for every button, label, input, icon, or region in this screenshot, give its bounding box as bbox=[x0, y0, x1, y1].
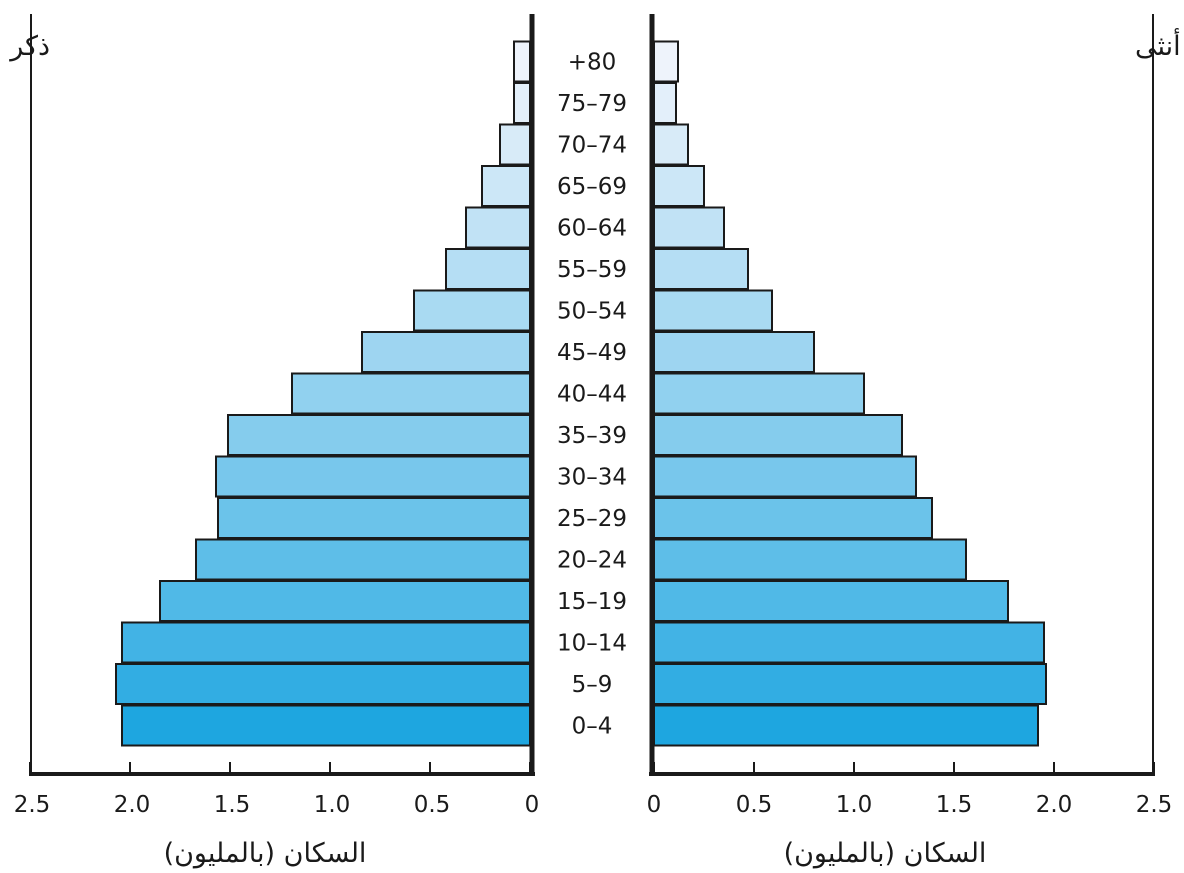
male-bar bbox=[195, 538, 531, 581]
age-group-label: 45–49 bbox=[557, 340, 627, 366]
right-axis-ticks: 0 0.5 1.0 1.5 2.0 2.5 bbox=[647, 762, 1173, 818]
male-bar bbox=[481, 165, 531, 207]
right-tick-label: 0.5 bbox=[736, 792, 773, 818]
male-bar bbox=[115, 663, 531, 705]
age-group-label: +80 bbox=[568, 50, 617, 76]
male-bar bbox=[217, 497, 531, 539]
right-panel-frame bbox=[649, 14, 1155, 776]
right-tick-label: 1.5 bbox=[936, 792, 973, 818]
female-bar bbox=[653, 123, 689, 166]
male-series-label: ذكر bbox=[8, 31, 50, 62]
female-bar bbox=[653, 165, 705, 207]
female-bar bbox=[653, 497, 933, 539]
female-bar bbox=[653, 621, 1045, 664]
male-bar bbox=[159, 580, 531, 622]
age-group-label: 0–4 bbox=[572, 714, 613, 740]
female-bar bbox=[653, 455, 917, 498]
left-tick-label: 0.5 bbox=[414, 792, 451, 818]
left-panel-frame bbox=[29, 14, 535, 776]
male-bar bbox=[227, 414, 531, 456]
age-group-label: 60–64 bbox=[557, 216, 627, 242]
male-bar bbox=[413, 289, 531, 332]
male-bar bbox=[513, 82, 531, 124]
right-tick-label: 2.5 bbox=[1136, 792, 1173, 818]
age-group-label: 10–14 bbox=[557, 631, 627, 657]
age-group-label: 75–79 bbox=[557, 91, 627, 117]
left-tick-label: 1.0 bbox=[314, 792, 351, 818]
female-bars bbox=[653, 40, 1047, 747]
male-bars bbox=[115, 40, 531, 747]
female-bar bbox=[653, 663, 1047, 705]
left-tick-label: 2.0 bbox=[114, 792, 151, 818]
age-group-label: 30–34 bbox=[557, 465, 627, 491]
female-bar bbox=[653, 372, 865, 415]
right-tick-label: 1.0 bbox=[836, 792, 873, 818]
right-axis-title: السكان (بالمليون) bbox=[784, 838, 987, 869]
age-group-label: 15–19 bbox=[557, 589, 627, 615]
female-bar bbox=[653, 580, 1009, 622]
male-bar bbox=[121, 704, 531, 747]
male-bar bbox=[513, 40, 531, 83]
age-group-labels: 0–4 5–9 10–14 15–19 20–24 25–29 30–34 35–39 40–4… bbox=[557, 50, 627, 740]
female-bar bbox=[653, 206, 725, 249]
age-group-label: 50–54 bbox=[557, 299, 627, 325]
male-bar bbox=[465, 206, 531, 249]
female-bar bbox=[653, 538, 967, 581]
left-tick-label: 2.5 bbox=[14, 792, 51, 818]
male-bar bbox=[121, 621, 531, 664]
age-group-label: 65–69 bbox=[557, 174, 627, 200]
age-group-label: 35–39 bbox=[557, 423, 627, 449]
age-group-label: 70–74 bbox=[557, 133, 627, 159]
female-bar bbox=[653, 82, 677, 124]
right-tick-label: 0 bbox=[647, 792, 662, 818]
age-group-label: 5–9 bbox=[572, 672, 613, 698]
female-bar bbox=[653, 289, 773, 332]
male-bar bbox=[361, 331, 531, 373]
male-bar bbox=[291, 372, 531, 415]
female-bar bbox=[653, 704, 1039, 747]
female-bar bbox=[653, 331, 815, 373]
female-series-label: أنثى bbox=[1135, 27, 1181, 62]
age-group-label: 20–24 bbox=[557, 548, 627, 574]
right-tick-label: 2.0 bbox=[1036, 792, 1073, 818]
male-bar bbox=[215, 455, 531, 498]
left-axis-title: السكان (بالمليون) bbox=[164, 838, 367, 869]
female-bar bbox=[653, 414, 903, 456]
age-group-label: 55–59 bbox=[557, 257, 627, 283]
left-tick-label: 0 bbox=[525, 792, 540, 818]
age-group-label: 40–44 bbox=[557, 382, 627, 408]
female-bar bbox=[653, 40, 679, 83]
left-axis-ticks: 0 0.5 1.0 1.5 2.0 2.5 bbox=[14, 762, 540, 818]
male-bar bbox=[445, 248, 531, 290]
male-bar bbox=[499, 123, 531, 166]
age-group-label: 25–29 bbox=[557, 506, 627, 532]
female-bar bbox=[653, 248, 749, 290]
left-tick-label: 1.5 bbox=[214, 792, 251, 818]
